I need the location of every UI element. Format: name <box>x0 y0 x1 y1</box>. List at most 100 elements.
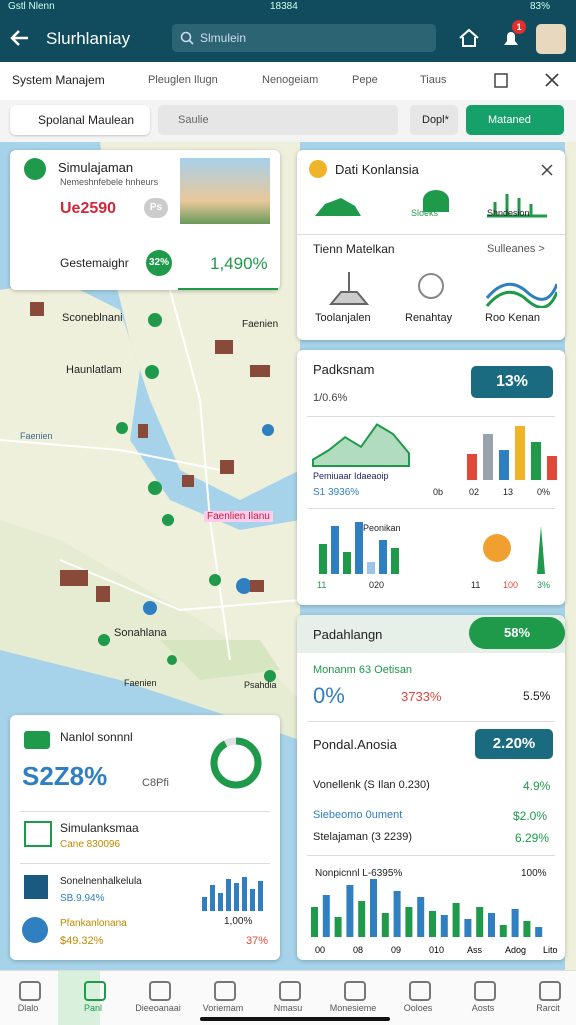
icon-label: Shndesion <box>487 208 530 218</box>
map-label: Sconeblnani <box>62 312 123 324</box>
see-more[interactable]: Sulleanes > <box>487 243 545 255</box>
card-subtitle: Nemeshnfebele hnheurs <box>60 177 159 187</box>
nav-icon[interactable] <box>214 981 236 1001</box>
bar <box>483 434 493 480</box>
nav-icon[interactable] <box>539 981 561 1001</box>
bar <box>476 907 484 937</box>
nav-icon[interactable] <box>84 981 106 1001</box>
nav-icon[interactable] <box>279 981 301 1001</box>
status-time: 18384 <box>270 1 298 12</box>
bar <box>523 921 531 937</box>
card-title: Simulajaman <box>58 160 134 175</box>
axis-label: 00 <box>315 945 325 955</box>
bar <box>464 919 472 937</box>
metric: 5.5% <box>523 689 551 703</box>
chart-value: S1 3936% <box>313 487 360 498</box>
avatar[interactable] <box>536 24 566 54</box>
amount: Ue2590 <box>60 200 117 217</box>
axis-label: 11 <box>317 580 327 590</box>
dropdown[interactable]: Dopl* <box>410 105 458 135</box>
amount: S2Z8% <box>22 761 108 791</box>
bar <box>250 889 255 911</box>
nav-label: Voriemam <box>202 1003 244 1013</box>
axis-label: Lito <box>543 945 558 955</box>
search-box[interactable]: Slmulein <box>172 24 436 52</box>
card-title: Nanlol sonnnl <box>60 730 133 744</box>
sun-icon <box>483 534 511 562</box>
tab[interactable]: Nenogeiam <box>262 74 319 86</box>
metric: 0% <box>313 683 345 708</box>
nav-label: Aosts <box>471 1003 495 1013</box>
bar <box>429 911 436 937</box>
summary-card: Padahlangn 58% Monanm 63 Oetisan 0% 3733… <box>297 615 565 960</box>
chart-max: 100% <box>521 868 547 879</box>
card-title: Padahlangn <box>313 627 383 642</box>
stats-card: Padksnam 1/0.6% 13% Pemiuaar Idaeaoip S1… <box>297 350 565 605</box>
filter-chip[interactable]: Spolanal Maulean <box>10 105 150 135</box>
bar <box>358 901 366 937</box>
nav-label: Nmasu <box>273 1003 303 1013</box>
donut <box>210 737 262 789</box>
notification-badge: 1 <box>512 20 526 34</box>
tab[interactable]: Pepe <box>352 74 378 86</box>
axis-label: 100 <box>503 580 519 590</box>
bar <box>488 913 495 937</box>
icon <box>24 158 46 180</box>
card-subtitle: 1/0.6% <box>313 392 348 404</box>
chart-label: Nonpicnnl L-6395% <box>315 868 403 879</box>
nav-icon[interactable] <box>149 981 171 1001</box>
item-label: Gestemaighr <box>60 256 129 270</box>
map-label: Faenien <box>20 431 53 441</box>
axis-label: 02 <box>469 487 480 497</box>
badge: 13% <box>471 366 553 398</box>
nav-icon[interactable] <box>474 981 496 1001</box>
filter-search[interactable]: Saulie <box>158 105 398 135</box>
item-label: Toolanjalen <box>315 312 371 324</box>
filter-search-placeholder: Saulie <box>178 114 209 126</box>
dropdown-label: Dopl* <box>422 114 449 126</box>
tag: C8Pfi <box>142 777 169 789</box>
tab[interactable]: Pleuglen Ilugn <box>148 74 218 86</box>
row-value: SB.9.94% <box>60 893 105 904</box>
bar <box>331 526 339 574</box>
map-label: Sonahlana <box>114 627 167 639</box>
bar <box>440 915 448 937</box>
row-value: Cane 830096 <box>60 839 121 850</box>
item-label: Renahtay <box>405 312 453 324</box>
close-button[interactable] <box>544 72 560 88</box>
back-button[interactable] <box>8 26 32 50</box>
status-carrier: Gstl Nlenn <box>8 1 55 12</box>
row-value: $2.0% <box>513 809 548 823</box>
share-button[interactable] <box>492 71 510 89</box>
nav-icon[interactable] <box>344 981 366 1001</box>
nav-label: Dieeoanaai <box>135 1003 181 1013</box>
bar <box>218 893 223 911</box>
axis-label: Ass <box>467 945 483 955</box>
row-value: $49.32% <box>60 935 104 947</box>
badge: 58% <box>469 617 565 649</box>
nav-icon[interactable] <box>19 981 41 1001</box>
app-bar: Gstl Nlenn 18384 83% Slurhlaniay Slmulei… <box>0 0 576 62</box>
map-label: Faenlien Ilanu <box>204 511 273 522</box>
badge: Ps <box>144 198 168 218</box>
bar <box>322 895 330 937</box>
bar <box>393 891 401 937</box>
axis-label: 13 <box>503 487 514 497</box>
icon <box>309 160 327 178</box>
bar <box>499 925 507 937</box>
action-button[interactable]: Mataned <box>466 105 564 135</box>
action-label: Mataned <box>488 114 531 126</box>
home-button[interactable] <box>458 28 480 48</box>
notifications-button[interactable] <box>500 28 522 50</box>
bar <box>452 903 460 937</box>
row-value: 4.9% <box>523 779 551 793</box>
close-button[interactable] <box>541 164 553 176</box>
map-label: Psahdia <box>244 680 277 690</box>
tab[interactable]: System Manajem <box>12 73 105 87</box>
toolbar: Spolanal Maulean Saulie Dopl* Mataned <box>0 100 576 142</box>
section-title: Tienn Matelkan <box>313 242 395 256</box>
tab[interactable]: Tiaus <box>420 74 447 86</box>
data-card: Dati Konlansia Sloeks Shndesion Tienn Ma… <box>297 150 565 340</box>
nav-icon[interactable] <box>409 981 431 1001</box>
bar <box>511 909 519 937</box>
